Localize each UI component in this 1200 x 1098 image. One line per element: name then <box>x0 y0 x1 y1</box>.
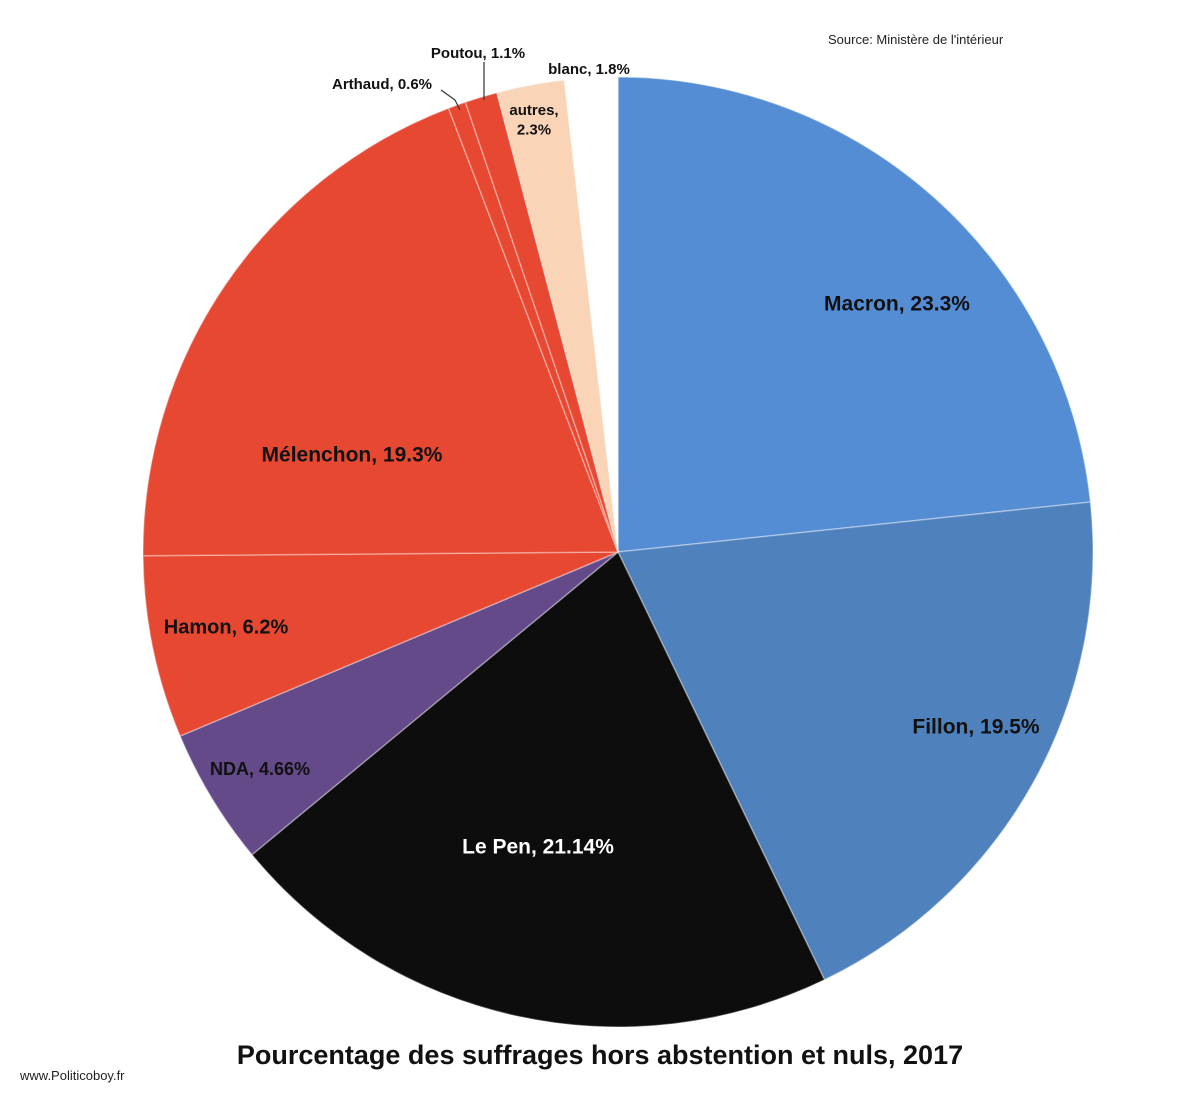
pie-slice-hamon <box>142 551 619 737</box>
slice-label-poutou: Poutou, 1.1% <box>431 45 525 62</box>
slice-label-nda: NDA, 4.66% <box>210 759 310 779</box>
pie-slice-poutou <box>464 91 619 553</box>
chart-caption: Pourcentage des suffrages hors abstentio… <box>236 1040 964 1070</box>
pie-slice-le-pen <box>250 550 826 1028</box>
pie-slices <box>142 76 1094 1028</box>
pie-slice-autres <box>495 79 619 553</box>
slice-label-hamon: Hamon, 6.2% <box>164 616 289 638</box>
pie-slice-blanc <box>563 76 619 553</box>
slice-label-fillon: Fillon, 19.5% <box>912 716 1040 739</box>
website-credit: www.Politicoboy.fr <box>20 1068 125 1083</box>
pie-slice-m-lenchon <box>142 107 620 557</box>
pie-slice-nda <box>179 551 619 856</box>
slice-label-blanc: blanc, 1.8% <box>548 61 630 78</box>
slice-label-arthaud: Arthaud, 0.6% <box>332 76 432 93</box>
leader-line-arthaud <box>440 89 461 111</box>
slice-label-autres: autres, 2.3% <box>509 102 558 139</box>
slice-label-macron: Macron, 23.3% <box>824 293 970 316</box>
pie-slice-fillon <box>616 501 1094 981</box>
slice-label-m-lenchon: Mélenchon, 19.3% <box>262 444 443 467</box>
leader-lines <box>440 62 485 111</box>
slice-labels: Macron, 23.3% Fillon, 19.5% Le Pen, 21.14%… <box>164 45 1040 859</box>
pie-slice-macron <box>617 76 1092 553</box>
slice-label-le-pen: Le Pen, 21.14% <box>462 836 614 859</box>
source-note: Source: Ministère de l'intérieur <box>828 32 1004 47</box>
